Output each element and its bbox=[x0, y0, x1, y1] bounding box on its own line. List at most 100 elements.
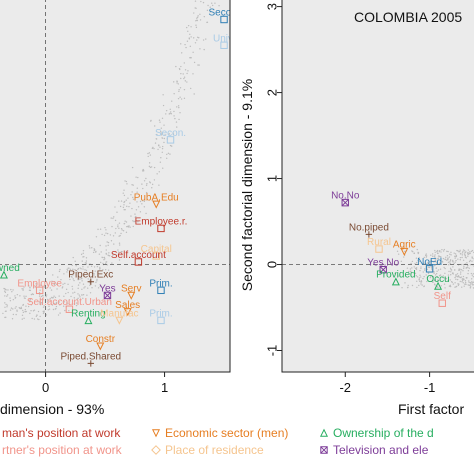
individual-dot bbox=[166, 153, 168, 156]
individual-dot bbox=[113, 216, 115, 218]
individual-dot bbox=[131, 184, 133, 186]
individual-dot bbox=[422, 271, 424, 273]
individual-dot bbox=[74, 260, 76, 262]
individual-dot bbox=[129, 202, 131, 204]
individual-dot bbox=[462, 259, 465, 261]
individual-dot bbox=[82, 297, 84, 300]
individual-dot bbox=[416, 280, 418, 282]
individual-dot bbox=[180, 43, 182, 45]
x-axis-title: dimension - 93% bbox=[0, 401, 104, 417]
individual-dot bbox=[397, 275, 399, 277]
individual-dot bbox=[449, 259, 452, 262]
individual-dot bbox=[73, 303, 76, 305]
individual-dot bbox=[168, 133, 171, 135]
individual-dot bbox=[40, 295, 43, 298]
individual-dot bbox=[55, 305, 58, 308]
individual-dot bbox=[53, 283, 56, 285]
individual-dot bbox=[410, 270, 412, 272]
individual-dot bbox=[29, 298, 32, 300]
x-tick-label: -1 bbox=[424, 380, 436, 395]
individual-dot bbox=[103, 256, 106, 259]
individual-dot bbox=[59, 312, 61, 314]
individual-dot bbox=[455, 274, 457, 276]
individual-dot bbox=[42, 312, 45, 315]
individual-dot bbox=[460, 269, 463, 271]
individual-dot bbox=[93, 266, 96, 268]
individual-dot bbox=[145, 191, 148, 194]
category-label: Owned bbox=[0, 263, 20, 274]
individual-dot bbox=[117, 224, 119, 226]
individual-dot bbox=[5, 310, 7, 312]
individual-dot bbox=[127, 197, 129, 199]
individual-dot bbox=[436, 275, 438, 278]
individual-dot bbox=[111, 262, 113, 264]
individual-dot bbox=[457, 275, 460, 277]
category-label: Prim. bbox=[149, 308, 172, 319]
individual-dot bbox=[33, 318, 36, 320]
individual-dot bbox=[79, 282, 81, 284]
individual-dot bbox=[404, 282, 406, 284]
individual-dot bbox=[99, 244, 101, 247]
individual-dot bbox=[162, 104, 165, 107]
individual-dot bbox=[22, 311, 25, 314]
individual-dot bbox=[186, 81, 188, 83]
individual-dot bbox=[75, 304, 78, 307]
individual-dot bbox=[88, 245, 91, 247]
individual-dot bbox=[161, 145, 164, 148]
individual-dot bbox=[461, 256, 463, 259]
individual-dot bbox=[207, 4, 209, 7]
individual-dot bbox=[463, 266, 465, 268]
category-marker bbox=[220, 15, 228, 24]
individual-dot bbox=[130, 215, 132, 217]
individual-dot bbox=[179, 87, 182, 89]
x-axis-title: First factor bbox=[398, 401, 464, 417]
individual-dot bbox=[10, 288, 12, 291]
individual-dot bbox=[462, 270, 464, 272]
individual-dot bbox=[25, 310, 27, 313]
individual-dot bbox=[40, 303, 42, 306]
individual-dot bbox=[6, 304, 9, 306]
individual-dot bbox=[433, 272, 435, 274]
individual-dot bbox=[118, 227, 120, 230]
individual-dot bbox=[147, 152, 149, 155]
individual-dot bbox=[105, 229, 107, 231]
individual-dot bbox=[186, 40, 189, 42]
individual-dot bbox=[430, 275, 432, 277]
individual-dot bbox=[112, 217, 114, 220]
individual-dot bbox=[122, 230, 125, 232]
individual-dot bbox=[16, 310, 18, 312]
individual-dot bbox=[199, 48, 201, 50]
individual-dot bbox=[459, 253, 462, 255]
category-marker bbox=[84, 316, 93, 325]
individual-dot bbox=[104, 258, 106, 260]
individual-dot bbox=[114, 232, 117, 234]
individual-dot bbox=[4, 291, 7, 294]
individual-dot bbox=[470, 283, 472, 285]
individual-dot bbox=[411, 267, 413, 269]
individual-dot bbox=[76, 298, 78, 301]
category-points: Secon. Univ. Secon. PubA.Edu Employee.r. Capi… bbox=[0, 7, 230, 367]
individual-dot bbox=[126, 183, 128, 185]
individual-dot bbox=[461, 286, 463, 288]
individual-dot bbox=[46, 298, 49, 301]
individual-dot bbox=[159, 121, 161, 123]
individual-dot bbox=[145, 184, 148, 187]
individual-dot bbox=[162, 167, 164, 169]
individual-dot bbox=[42, 294, 44, 297]
individual-dot bbox=[459, 280, 461, 283]
individual-dot bbox=[19, 307, 21, 310]
individual-dot bbox=[396, 250, 399, 253]
individual-dot bbox=[419, 274, 421, 277]
individual-dot bbox=[190, 56, 192, 59]
individual-dot bbox=[46, 300, 49, 302]
individual-dot bbox=[446, 250, 448, 253]
individual-dot bbox=[40, 302, 42, 304]
individual-dot bbox=[439, 250, 441, 252]
individual-dot bbox=[102, 262, 104, 265]
individual-dot bbox=[459, 276, 462, 279]
individual-dot bbox=[453, 262, 455, 265]
individual-dot bbox=[166, 157, 168, 159]
individual-dot bbox=[470, 272, 473, 275]
individual-dot bbox=[462, 282, 465, 284]
individual-dot bbox=[449, 261, 451, 263]
